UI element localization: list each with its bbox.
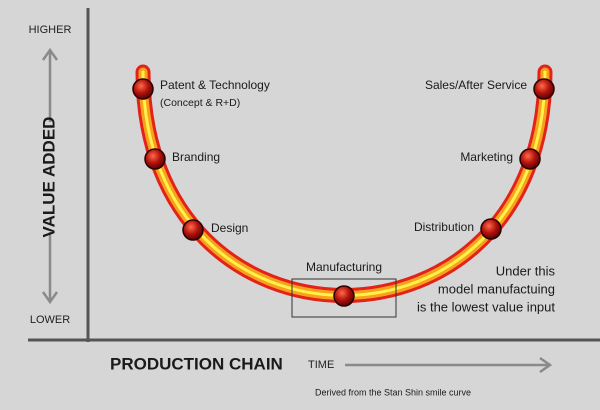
annotation: Under this [496, 263, 556, 278]
node [132, 78, 154, 100]
annotation: model manufactuing [438, 281, 555, 296]
node [333, 285, 355, 307]
x-axis-title: PRODUCTION CHAIN [110, 354, 283, 373]
y-low-label: LOWER [30, 314, 70, 326]
node-label: Branding [172, 150, 220, 164]
node-label: Manufacturing [306, 260, 382, 274]
y-axis-title: VALUE ADDED [39, 117, 58, 238]
node [519, 148, 541, 170]
annotation: is the lowest value input [417, 299, 555, 314]
node [144, 148, 166, 170]
node-label: Design [211, 221, 248, 235]
node-label: Patent & Technology [160, 78, 270, 92]
y-high-label: HIGHER [29, 24, 72, 36]
node [182, 219, 204, 241]
node-label: Sales/After Service [425, 78, 527, 92]
node [480, 218, 502, 240]
node-label: Marketing [460, 150, 513, 164]
value-arrow [41, 47, 59, 305]
x-direction-label: TIME [308, 359, 334, 371]
node [533, 78, 555, 100]
footnote: Derived from the Stan Shin smile curve [315, 387, 471, 397]
nodes: Patent & Technology (Concept & R+D) Brandi… [132, 78, 555, 307]
node-label: Distribution [414, 220, 474, 234]
node-sublabel: (Concept & R+D) [160, 97, 240, 109]
highlight-box [291, 278, 397, 318]
time-arrow [345, 356, 553, 374]
